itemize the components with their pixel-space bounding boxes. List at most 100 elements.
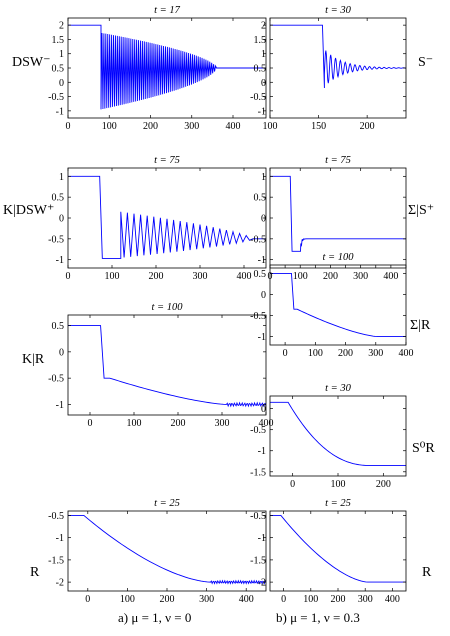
chart-title: t = 30 bbox=[325, 5, 352, 16]
caption-right: b) μ = 1, ν = 0.3 bbox=[276, 610, 360, 625]
row-label-s0-r: S⁰R bbox=[412, 441, 435, 456]
x-tick-label: 300 bbox=[184, 121, 199, 132]
row-label-dsw-minus: DSW⁻ bbox=[12, 55, 51, 70]
y-tick-label: 2 bbox=[261, 21, 266, 32]
y-tick-label: -0.5 bbox=[48, 511, 64, 522]
y-tick-label: -0.5 bbox=[48, 234, 64, 245]
x-tick-label: 400 bbox=[239, 594, 254, 605]
x-tick-label: 0 bbox=[290, 479, 295, 490]
x-tick-label: 300 bbox=[193, 271, 208, 282]
y-tick-label: -0.5 bbox=[250, 234, 266, 245]
chart-title: t = 25 bbox=[154, 498, 180, 509]
series-line bbox=[270, 175, 406, 252]
chart-title: t = 100 bbox=[322, 252, 354, 263]
y-tick-label: 1.5 bbox=[52, 35, 65, 46]
x-tick-label: 100 bbox=[102, 121, 117, 132]
y-tick-label: 1 bbox=[261, 49, 266, 60]
chart-p9: 0 100 200 300 400 -2 -1.5 -1 -0.5 t = 25 bbox=[250, 498, 407, 605]
x-tick-label: 100 bbox=[303, 594, 318, 605]
chart-title: t = 100 bbox=[151, 302, 183, 313]
axes-frame bbox=[269, 395, 407, 477]
series-line bbox=[68, 325, 266, 408]
x-tick-label: 100 bbox=[105, 271, 120, 282]
chart-p6: 0 100 200 300 400 -1 -0.5 0 0.5 t = 100 bbox=[48, 302, 273, 429]
chart-title: t = 17 bbox=[154, 5, 181, 16]
x-tick-label: 0 bbox=[85, 594, 90, 605]
x-tick-label: 200 bbox=[171, 418, 186, 429]
y-tick-label: 0 bbox=[261, 290, 266, 301]
y-tick-label: 0.5 bbox=[52, 193, 65, 204]
row-label-r-left: R bbox=[30, 565, 40, 580]
series-line bbox=[270, 272, 406, 338]
y-tick-label: -0.5 bbox=[250, 311, 266, 322]
y-tick-label: -1 bbox=[258, 255, 266, 266]
y-tick-label: -1 bbox=[56, 255, 64, 266]
x-tick-label: 300 bbox=[215, 418, 230, 429]
row-label-sigma-s-plus: Σ|S⁺ bbox=[408, 203, 435, 218]
x-tick-label: 200 bbox=[143, 121, 158, 132]
chart-p4: 0 100 200 300 400-1-0.500.51t = 75 bbox=[250, 155, 407, 282]
y-tick-label: -1 bbox=[56, 106, 64, 117]
chart-p5: 0 100 200 300 400 -1 -0.5 0 0.5 t = 100 bbox=[250, 252, 413, 359]
series-line bbox=[270, 24, 406, 89]
row-label-k-r: K|R bbox=[22, 352, 45, 367]
caption-left: a) μ = 1, ν = 0 bbox=[118, 610, 192, 625]
chart-p2: 100 150 200 -1 -0.5 0 0.5 1 1.5 2 t = 30 bbox=[250, 5, 407, 132]
row-label-k-dsw-plus: K|DSW⁺ bbox=[3, 203, 55, 218]
y-tick-label: -1.5 bbox=[48, 555, 64, 566]
y-tick-label: -1.5 bbox=[250, 555, 266, 566]
y-tick-label: 2 bbox=[59, 21, 64, 32]
row-label-r-right: R bbox=[422, 565, 432, 580]
x-tick-label: 100 bbox=[331, 479, 346, 490]
x-tick-label: 0 bbox=[66, 271, 71, 282]
y-tick-label: 1 bbox=[59, 49, 64, 60]
axes-frame bbox=[67, 510, 267, 592]
series-line bbox=[68, 24, 266, 110]
series-line bbox=[270, 401, 406, 466]
y-tick-label: 1 bbox=[261, 172, 266, 183]
y-tick-label: -2 bbox=[56, 578, 64, 589]
series-line bbox=[270, 514, 406, 583]
y-tick-label: -1 bbox=[56, 533, 64, 544]
x-tick-label: 0 bbox=[66, 121, 71, 132]
row-label-sigma-r: Σ|R bbox=[410, 318, 431, 333]
x-tick-label: 0 bbox=[283, 348, 288, 359]
y-tick-label: 0 bbox=[261, 214, 266, 225]
y-tick-label: -2 bbox=[258, 578, 266, 589]
y-tick-label: -1 bbox=[258, 446, 266, 457]
chart-title: t = 75 bbox=[154, 155, 180, 166]
y-tick-label: 1 bbox=[59, 172, 64, 183]
x-tick-label: 100 bbox=[127, 418, 142, 429]
series-line bbox=[68, 175, 266, 259]
x-tick-label: 400 bbox=[226, 121, 241, 132]
y-tick-label: 0.5 bbox=[254, 269, 267, 280]
x-tick-label: 100 bbox=[120, 594, 135, 605]
x-tick-label: 400 bbox=[399, 348, 414, 359]
x-tick-label: 0 bbox=[281, 594, 286, 605]
x-tick-label: 200 bbox=[331, 594, 346, 605]
y-tick-label: -1 bbox=[258, 332, 266, 343]
y-tick-label: -1 bbox=[258, 533, 266, 544]
x-tick-label: 300 bbox=[353, 271, 368, 282]
x-tick-label: 200 bbox=[149, 271, 164, 282]
axes-frame bbox=[269, 510, 407, 592]
x-tick-label: 100 bbox=[308, 348, 323, 359]
chart-title: t = 30 bbox=[325, 383, 352, 394]
x-tick-label: 400 bbox=[237, 271, 252, 282]
chart-title: t = 25 bbox=[325, 498, 351, 509]
y-tick-label: 0 bbox=[59, 214, 64, 225]
y-tick-label: -0.5 bbox=[250, 511, 266, 522]
chart-p1: 0 100 200 300 400 -1 -0.5 0 0.5 1 1.5 2 t = 17 bbox=[48, 5, 267, 132]
chart-p8: 0 100 200 300 400 -2 -1.5 -1 -0.5 t = 25 bbox=[48, 498, 267, 605]
y-tick-label: -1 bbox=[258, 106, 266, 117]
x-tick-label: 100 bbox=[293, 271, 308, 282]
x-tick-label: 400 bbox=[385, 594, 400, 605]
y-tick-label: -0.5 bbox=[250, 92, 266, 103]
y-tick-label: 1.5 bbox=[254, 35, 267, 46]
x-tick-label: 400 bbox=[383, 271, 398, 282]
y-tick-label: -0.5 bbox=[48, 374, 64, 385]
y-tick-label: 0.5 bbox=[52, 321, 65, 332]
y-tick-label: -1.5 bbox=[250, 467, 266, 478]
